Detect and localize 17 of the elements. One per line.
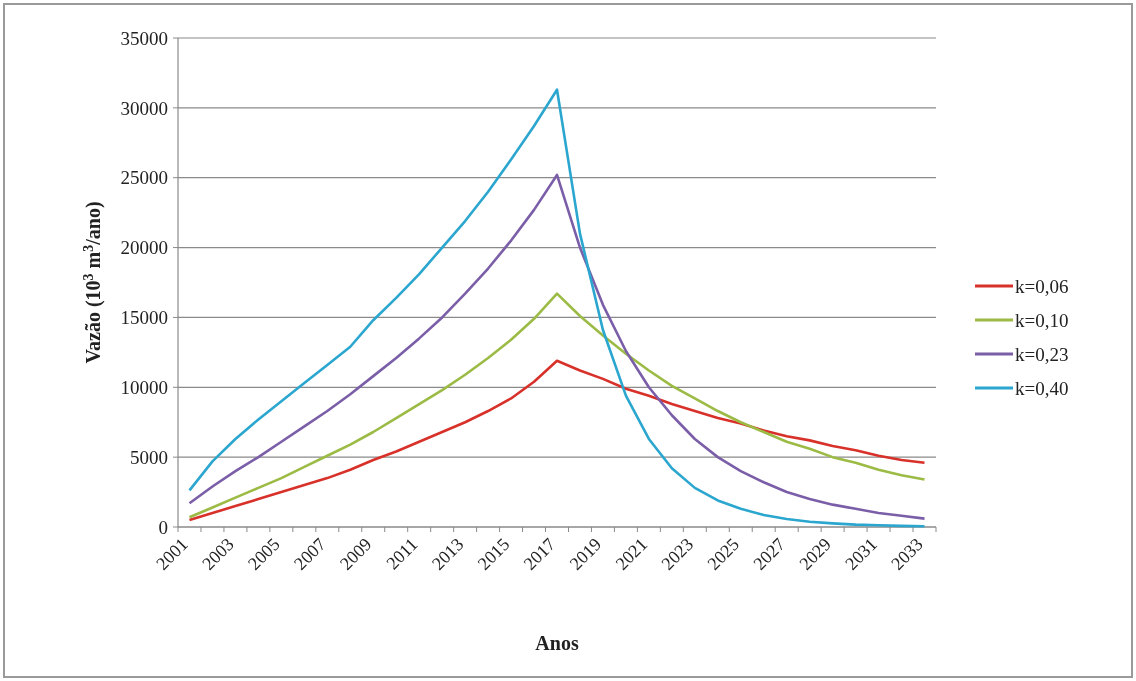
y-tick-label: 5000 <box>130 446 168 468</box>
y-tick-label: 30000 <box>120 97 168 119</box>
legend-label: k=0,23 <box>1015 343 1069 365</box>
y-tick-label: 25000 <box>120 167 168 189</box>
x-axis-title: Anos <box>535 632 579 654</box>
y-tick-label: 20000 <box>120 237 168 259</box>
line-series <box>188 173 926 520</box>
y-tick-label: 10000 <box>120 376 168 398</box>
legend-label: k=0,40 <box>1015 377 1069 399</box>
line-series <box>188 88 926 528</box>
y-tick-label: 15000 <box>120 307 168 329</box>
line-series <box>188 292 926 519</box>
y-tick-label: 0 <box>158 516 168 538</box>
legend-label: k=0,10 <box>1015 309 1069 331</box>
legend-label: k=0,06 <box>1015 275 1069 297</box>
y-tick-label: 35000 <box>120 27 168 49</box>
line-series <box>188 359 926 522</box>
